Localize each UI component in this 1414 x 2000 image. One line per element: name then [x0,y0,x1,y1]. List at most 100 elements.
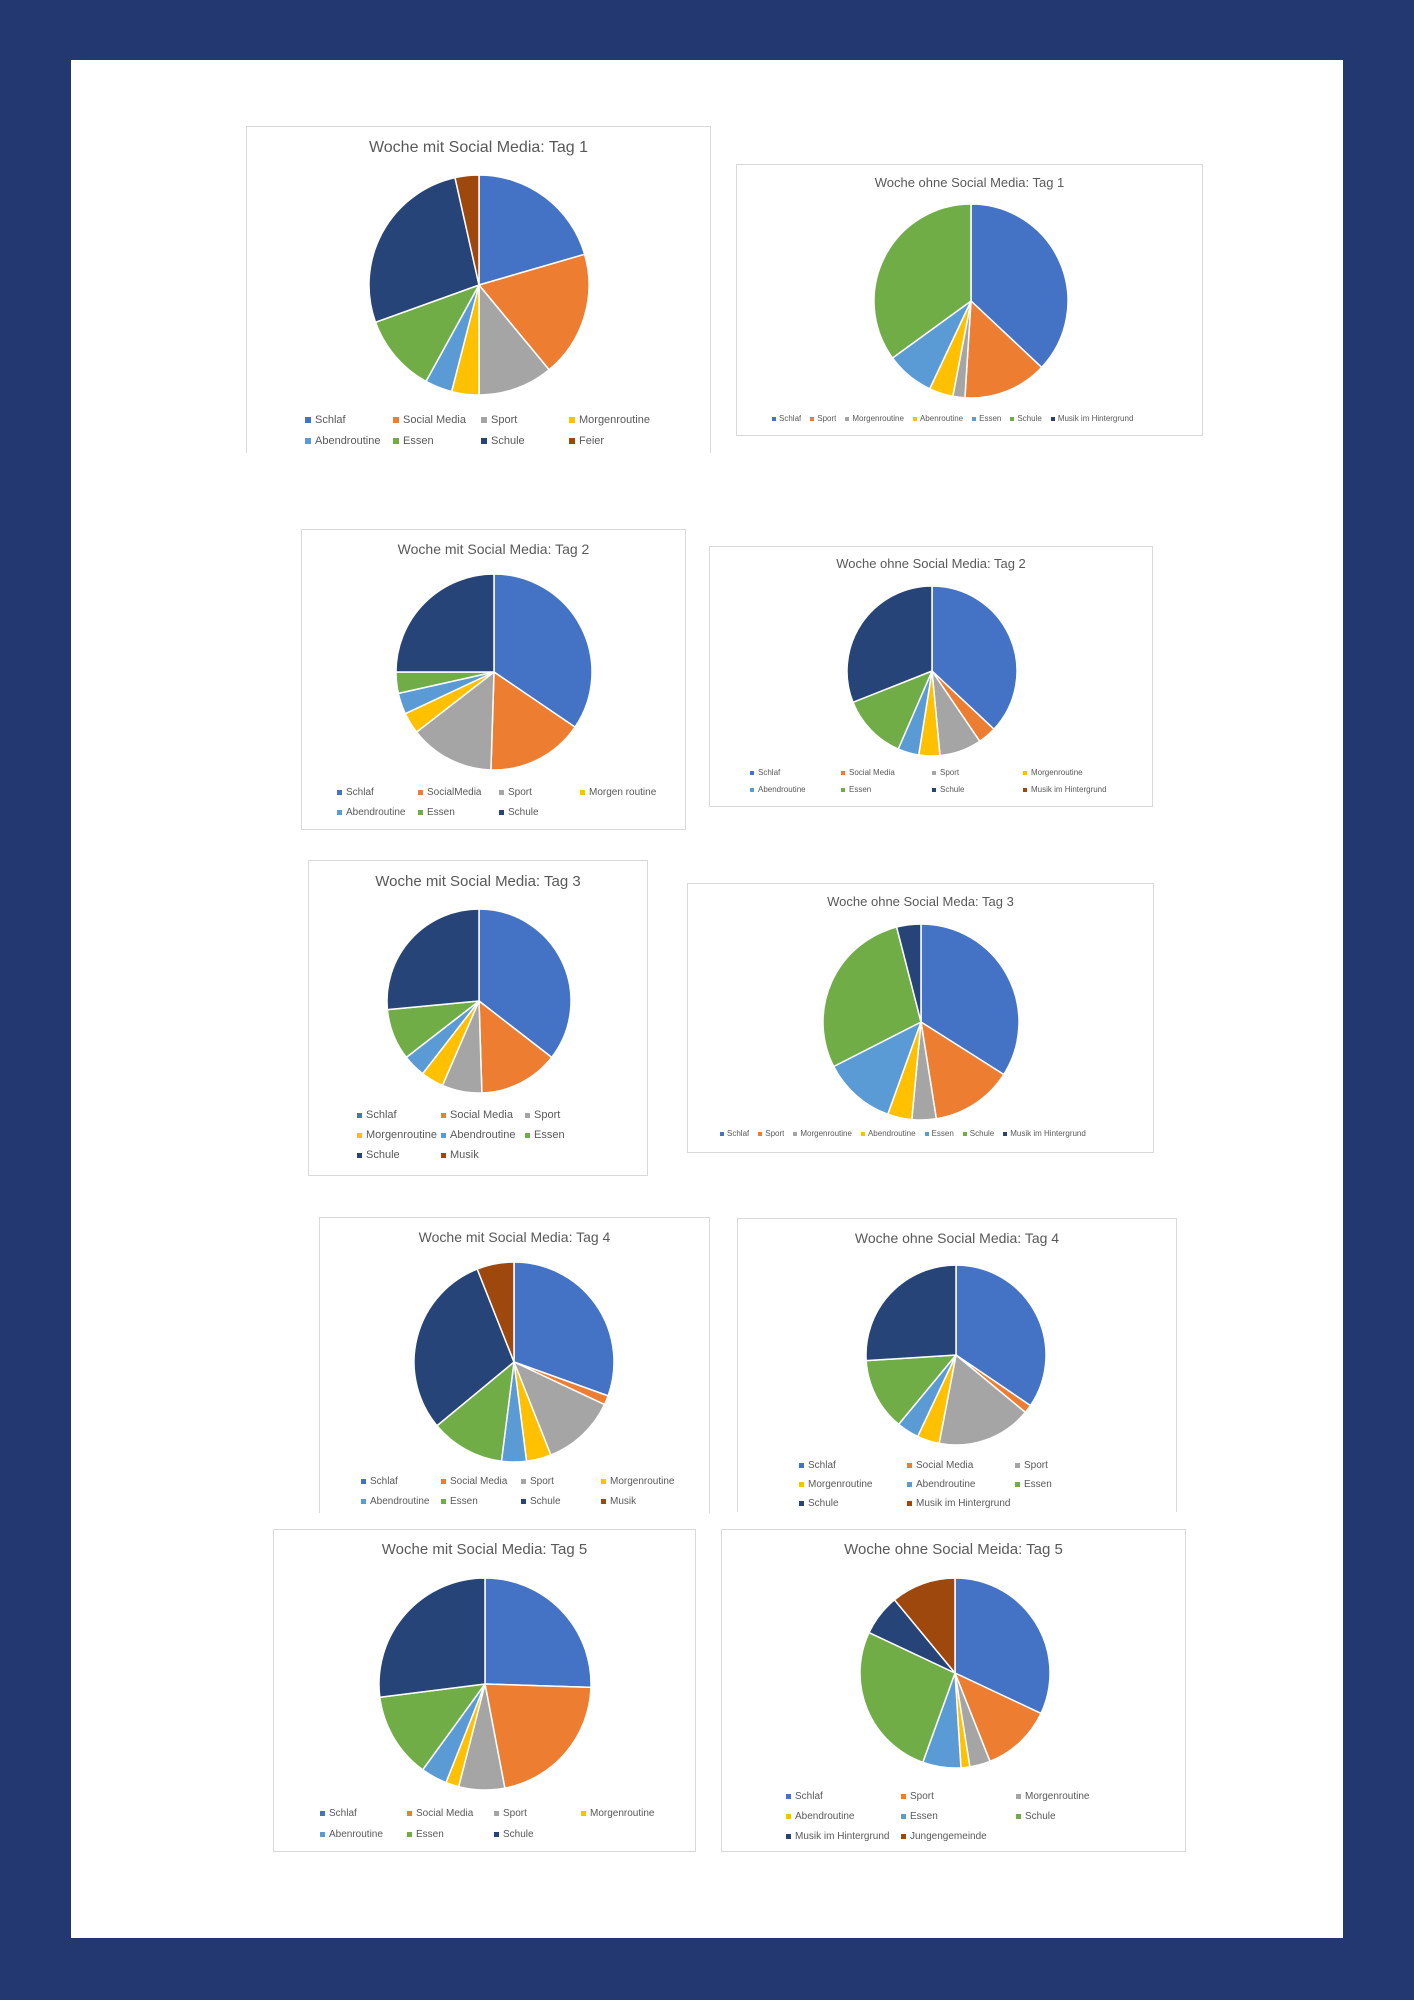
legend-swatch [1003,1131,1008,1136]
pie-slice-schlaf [484,1577,592,1689]
legend-label: Jungengemeinde [910,1831,987,1842]
legend-label: Sport [1024,1460,1048,1471]
legend-swatch [407,1811,412,1816]
legend-item: Social Media [393,414,481,426]
legend-swatch [799,1482,804,1487]
legend-swatch [841,770,845,775]
legend-label: Sport [530,1476,554,1487]
legend-swatch [1023,787,1027,792]
legend-item: Essen [901,1811,1016,1822]
legend-item: Morgenroutine [357,1129,441,1141]
legend-swatch [1015,1482,1020,1487]
legend-item: Morgenroutine [601,1476,683,1487]
legend-item: Essen [441,1496,521,1507]
legend-label: Essen [849,785,872,794]
legend-swatch [841,787,845,792]
legend-label: Abendroutine [315,435,381,447]
legend-label: Sport [765,1129,785,1138]
legend-item: Musik im Hintergrund [786,1831,901,1842]
legend-item: Sport [810,414,836,423]
legend-swatch [494,1811,499,1816]
legend-item: Sport [481,414,569,426]
legend-label: Musik [610,1496,637,1507]
pie-chart-ohne-tag-1: Woche ohne Social Media: Tag 1 Schlaf Spo… [736,164,1203,436]
pie-slice-schlaf [954,1577,1051,1715]
pie-slice-jungengemeinde [893,1577,956,1674]
pie-chart-mit-tag-1: Woche mit Social Media: Tag 1 Schlaf Soci… [246,126,711,453]
pie-plot [368,174,590,396]
legend-item: Musik im Hintergrund [1003,1129,1086,1138]
legend-swatch [357,1132,362,1138]
legend-item: Morgenroutine [799,1479,907,1490]
legend-swatch [320,1811,325,1816]
legend-label: Essen [910,1811,938,1822]
legend-item: Schlaf [799,1460,907,1471]
legend-swatch [499,790,504,795]
legend-item: Schlaf [357,1109,441,1121]
pie-chart-mit-tag-2: Woche mit Social Media: Tag 2 Schlaf Soci… [301,529,686,830]
legend-label: Abendroutine [346,807,406,818]
chart-title: Woche ohne Social Meida: Tag 5 [844,1541,1063,1558]
legend-label: Musik [450,1149,479,1161]
legend-item: Essen [393,435,481,447]
chart-legend: Schlaf Social Media Sport Morgenroutine Aben… [320,1808,676,1840]
legend-swatch [481,417,487,423]
pie-chart-ohne-tag-5: Woche ohne Social Meida: Tag 5 Schlaf Spo… [721,1529,1186,1852]
legend-item: Morgenroutine [845,414,904,423]
pie-plot [873,203,1069,399]
legend-label: Abendroutine [370,1496,430,1507]
pie-slice-sport [920,1021,1005,1120]
legend-item: Abenroutine [912,414,963,423]
pie-slice-schule [386,908,480,1011]
legend-swatch [320,1832,325,1837]
legend-label: Essen [1024,1479,1052,1490]
legend-item: Jungengemeinde [901,1831,1016,1842]
legend-label: Musik im Hintergrund [1031,785,1107,794]
legend-label: Schule [508,807,539,818]
legend-label: Essen [450,1496,478,1507]
legend-item: Schule [962,1129,994,1138]
legend-item: Schule [1010,414,1042,423]
legend-swatch [845,416,850,421]
legend-label: Sport [910,1791,934,1802]
legend-item: Morgenroutine [1023,768,1133,777]
pie-slice-essen [865,1354,957,1426]
legend-label: Abendroutine [916,1479,976,1490]
legend-swatch [750,787,754,792]
legend-swatch [601,1499,606,1504]
pie-chart-mit-tag-5: Woche mit Social Media: Tag 5 Schlaf Soci… [273,1529,696,1852]
legend-swatch [799,1463,804,1468]
legend-item: Schlaf [305,414,393,426]
legend-swatch [786,1794,791,1799]
legend-label: Morgenroutine [579,414,650,426]
legend-swatch [305,417,311,423]
legend-swatch [393,417,399,423]
legend-item: Schule [799,1498,907,1509]
pie-slice-musik-im-hintergrund [895,923,922,1023]
legend-item: Schlaf [720,1129,749,1138]
legend-label: Schule [491,435,525,447]
legend-label: Schlaf [808,1460,836,1471]
pie-slice-sport [954,1672,1042,1763]
chart-title: Woche mit Social Media: Tag 3 [375,873,581,890]
pie-slice-schule [846,585,933,704]
legend-label: Sport [817,414,837,423]
legend-label: Sport [508,787,532,798]
pie-slice-socialmedia [490,671,576,771]
legend-label: Schlaf [727,1129,750,1138]
pie-slice-schule [378,1577,486,1699]
legend-label: Essen [931,1129,954,1138]
legend-item: Social Media [407,1808,494,1819]
pie-slice-schule [822,926,922,1068]
legend-item: Morgenroutine [793,1129,852,1138]
legend-item: Social Media [441,1109,525,1121]
chart-title: Woche mit Social Media: Tag 4 [418,1229,611,1245]
legend-swatch [418,790,423,795]
pie-slice-social-media [478,1000,553,1094]
chart-title: Woche ohne Social Meda: Tag 3 [827,894,1014,909]
legend-swatch [901,1834,906,1839]
pie-plot [395,573,593,771]
legend-item: Essen [841,785,932,794]
legend-item: Schule [1016,1811,1131,1822]
legend-swatch [441,1499,446,1504]
